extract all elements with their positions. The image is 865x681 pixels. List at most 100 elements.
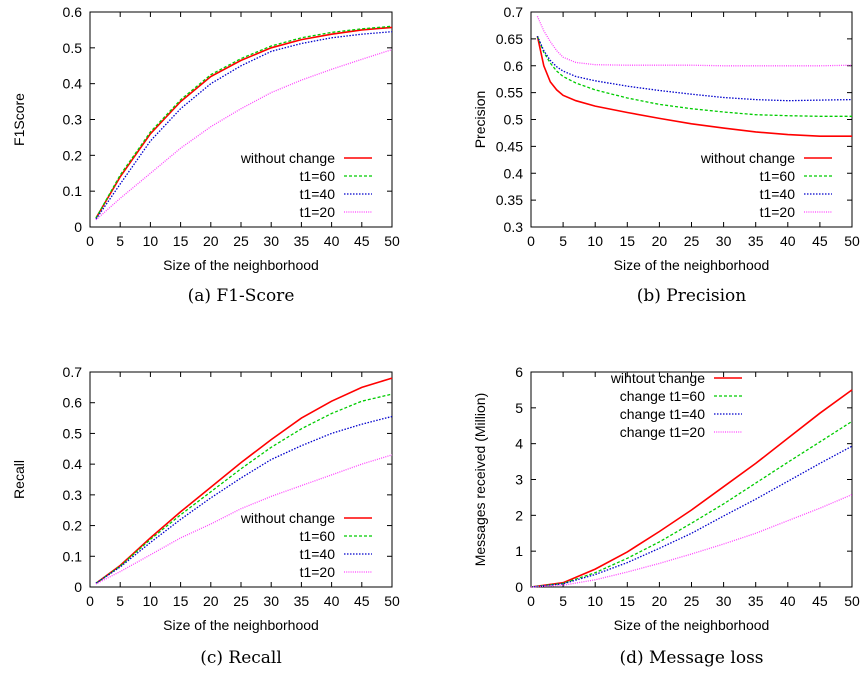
- y-tick-label: 0: [74, 219, 82, 235]
- x-tick-label: 50: [384, 593, 400, 609]
- series-line-2: [95, 393, 393, 584]
- plot-frame: [89, 11, 393, 228]
- y-tick-label: 0.65: [496, 31, 523, 47]
- series-line-3: [95, 415, 393, 584]
- y-tick-label: 0.6: [504, 58, 524, 74]
- y-tick-label: 0.55: [496, 85, 523, 101]
- y-tick-label: 0: [515, 579, 523, 595]
- legend-label: t1=20: [760, 204, 796, 220]
- x-tick-label: 35: [294, 593, 310, 609]
- legend-label: t1=60: [760, 168, 796, 184]
- series-line-4: [536, 16, 853, 67]
- x-tick-label: 0: [527, 233, 535, 249]
- x-tick-label: 20: [652, 593, 668, 609]
- x-tick-label: 20: [652, 233, 668, 249]
- y-tick-label: 3: [515, 472, 523, 488]
- plot-frame: [530, 11, 853, 228]
- x-tick-label: 40: [780, 233, 796, 249]
- y-tick-label: 0.45: [496, 138, 523, 154]
- legend-label: wihtout change: [610, 370, 705, 386]
- x-tick-label: 40: [324, 233, 340, 249]
- panel-caption: (c) Recall: [200, 648, 282, 668]
- y-tick-label: 4: [515, 436, 523, 452]
- x-tick-label: 0: [86, 233, 94, 249]
- y-tick-label: 0.3: [63, 112, 83, 128]
- x-axis-label: Size of the neighborhood: [614, 257, 770, 273]
- y-tick-label: 0.1: [63, 548, 83, 564]
- y-tick-label: 6: [515, 364, 523, 380]
- y-axis-label: Messages received (Million): [472, 393, 488, 567]
- x-tick-label: 20: [203, 233, 219, 249]
- legend-label: change t1=40: [620, 406, 705, 422]
- panel-caption: (a) F1-Score: [188, 286, 295, 306]
- y-axis-label: F1Score: [11, 93, 27, 146]
- x-tick-label: 40: [324, 593, 340, 609]
- y-axis-label: Recall: [11, 460, 27, 499]
- legend-label: t1=60: [300, 168, 336, 184]
- x-tick-label: 0: [527, 593, 535, 609]
- y-tick-label: 0.4: [63, 456, 83, 472]
- series-line-1: [536, 36, 852, 137]
- series-line-3: [536, 35, 853, 102]
- y-axis-label: Precision: [472, 91, 488, 149]
- x-tick-label: 30: [716, 593, 732, 609]
- y-tick-label: 0.5: [63, 425, 83, 441]
- legend-label: without change: [240, 150, 335, 166]
- series-line-1: [95, 26, 393, 219]
- panel-caption: (b) Precision: [637, 286, 747, 306]
- legend-label: t1=40: [300, 546, 336, 562]
- series-line-2: [530, 420, 853, 588]
- y-tick-label: 0.1: [63, 183, 83, 199]
- y-tick-label: 0.7: [504, 4, 524, 20]
- x-axis-label: Size of the neighborhood: [614, 617, 770, 633]
- y-tick-label: 0.6: [63, 395, 83, 411]
- x-axis-label: Size of the neighborhood: [163, 617, 319, 633]
- y-tick-label: 0.4: [504, 165, 524, 181]
- y-tick-label: 2: [515, 507, 523, 523]
- y-tick-label: 1: [515, 543, 523, 559]
- x-tick-label: 45: [354, 593, 370, 609]
- series-line-4: [530, 494, 853, 588]
- x-tick-label: 50: [844, 233, 860, 249]
- legend-label: change t1=20: [620, 424, 705, 440]
- x-tick-label: 10: [143, 233, 159, 249]
- chart-panel-3: 0 5 10 15 20 25 30 35 40 45 50 0 0.1 0.2 0.3 0.4 0.5 0.6 0…: [11, 364, 400, 668]
- y-tick-label: 0.3: [504, 219, 524, 235]
- legend-label: without change: [700, 150, 795, 166]
- series-line-1: [95, 377, 393, 584]
- series-line-2: [536, 35, 852, 117]
- x-tick-label: 20: [203, 593, 219, 609]
- x-tick-label: 15: [173, 233, 189, 249]
- x-tick-label: 45: [354, 233, 370, 249]
- legend-label: without change: [240, 510, 335, 526]
- y-tick-label: 0.35: [496, 192, 523, 208]
- legend-label: t1=40: [300, 186, 336, 202]
- x-tick-label: 45: [812, 233, 828, 249]
- legend-label: change t1=60: [620, 388, 705, 404]
- x-tick-label: 5: [116, 593, 124, 609]
- x-tick-label: 25: [684, 233, 700, 249]
- x-tick-label: 30: [263, 233, 279, 249]
- legend-label: t1=60: [300, 528, 336, 544]
- x-tick-label: 35: [748, 233, 764, 249]
- x-axis-label: Size of the neighborhood: [163, 257, 319, 273]
- x-tick-label: 10: [143, 593, 159, 609]
- x-tick-label: 25: [684, 593, 700, 609]
- x-tick-label: 35: [748, 593, 764, 609]
- legend-label: t1=20: [300, 564, 336, 580]
- x-tick-label: 50: [384, 233, 400, 249]
- series-line-4: [95, 48, 393, 221]
- x-tick-label: 15: [173, 593, 189, 609]
- legend-label: t1=40: [760, 186, 796, 202]
- y-tick-label: 0.2: [63, 518, 83, 534]
- x-tick-label: 5: [559, 233, 567, 249]
- x-tick-label: 30: [263, 593, 279, 609]
- x-tick-label: 25: [233, 233, 249, 249]
- chart-panel-2: 0 5 10 15 20 25 30 35 40 45 50 0.3 0.35 0.4 0.45 0.5 0.5…: [472, 4, 860, 306]
- x-tick-label: 15: [620, 593, 636, 609]
- plot-frame: [530, 371, 853, 588]
- series-line-3: [95, 31, 393, 220]
- y-tick-label: 0.5: [63, 40, 83, 56]
